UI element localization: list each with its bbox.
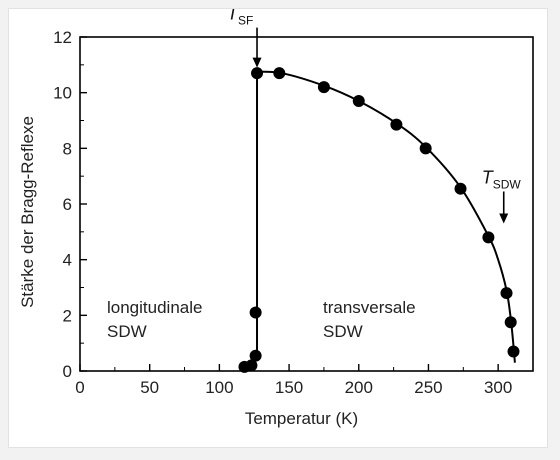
annotation-label: TSF <box>227 9 253 28</box>
annotation-subscript: SDW <box>493 177 522 191</box>
fit-curve <box>256 70 516 363</box>
chart-frame: 0 2 4 6 8 10 12 0 50 100 150 200 250 300 Temperatur (K… <box>8 8 548 448</box>
data-point <box>507 345 520 358</box>
data-point <box>249 306 262 319</box>
data-point <box>500 287 513 300</box>
x-tick-label: 150 <box>275 378 303 397</box>
y-tick-label: 6 <box>63 195 72 214</box>
chart: 0 2 4 6 8 10 12 0 50 100 150 200 250 300 Temperatur (K… <box>18 9 534 428</box>
y-axis-title: Stärke der Bragg-Reflexe <box>18 116 37 308</box>
data-point <box>251 67 264 80</box>
x-tick-label: 0 <box>75 378 84 397</box>
y-tick-label: 10 <box>53 84 72 103</box>
data-point <box>454 182 467 195</box>
data-point <box>419 142 432 155</box>
x-tick-label: 100 <box>205 378 233 397</box>
annotation-subscript: SF <box>238 14 253 28</box>
y-tick-label: 2 <box>63 306 72 325</box>
region-label: transversale <box>323 298 416 317</box>
data-point <box>352 95 365 108</box>
annotation-main: T <box>482 167 495 187</box>
region-label: SDW <box>323 322 363 341</box>
region-label: longitudinale <box>107 298 202 317</box>
annotation-arrow-head <box>252 57 262 68</box>
data-point <box>482 231 495 244</box>
y-tick-label: 8 <box>63 139 72 158</box>
data-point <box>390 118 403 131</box>
y-tick-label: 12 <box>53 28 72 47</box>
data-point <box>504 316 517 329</box>
x-tick-label: 200 <box>345 378 373 397</box>
annotation-arrow-head <box>499 213 509 224</box>
data-point <box>245 359 258 372</box>
annotation-main: T <box>227 9 240 24</box>
x-axis-title: Temperatur (K) <box>245 409 358 428</box>
data-point <box>273 67 286 80</box>
plot-border <box>79 36 534 372</box>
y-tick-label: 4 <box>63 251 72 270</box>
y-tick-label: 0 <box>63 362 72 381</box>
x-tick-label: 50 <box>140 378 159 397</box>
annotation-label: TSDW <box>482 167 522 191</box>
x-tick-label: 300 <box>484 378 512 397</box>
data-point <box>317 81 330 94</box>
region-label: SDW <box>107 322 147 341</box>
data-point <box>249 349 262 362</box>
x-tick-label: 250 <box>414 378 442 397</box>
